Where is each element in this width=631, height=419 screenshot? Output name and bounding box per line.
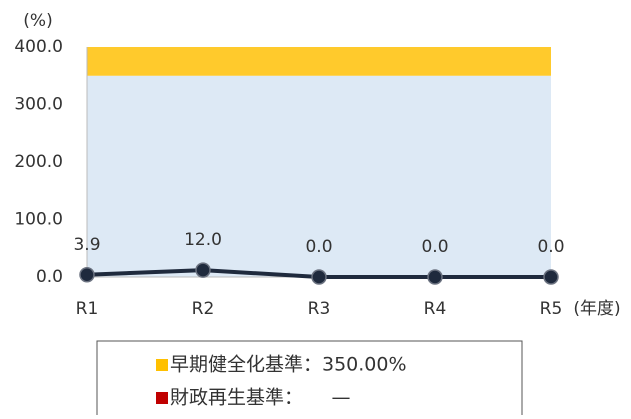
band bbox=[87, 75, 551, 277]
legend-swatch bbox=[156, 392, 168, 404]
legend-label: 財政再生基準： — bbox=[170, 387, 351, 409]
legend: 早期健全化基準：350.00% 財政再生基準： — bbox=[156, 354, 407, 409]
data-label: 3.9 bbox=[73, 235, 100, 255]
y-unit: (%) bbox=[23, 11, 52, 31]
data-label: 0.0 bbox=[537, 237, 564, 257]
data-label: 12.0 bbox=[184, 230, 222, 250]
x-tick-label: R2 bbox=[192, 299, 215, 319]
legend-swatch bbox=[156, 359, 168, 371]
legend-label: 早期健全化基準：350.00% bbox=[170, 354, 407, 376]
point bbox=[79, 267, 95, 283]
point bbox=[427, 269, 443, 285]
x-tick-label: R3 bbox=[308, 299, 331, 319]
x-tick-label: R4 bbox=[424, 299, 447, 319]
y-tick-label: 200.0 bbox=[14, 152, 63, 172]
x-unit: (年度) bbox=[573, 299, 620, 319]
y-tick-label: 300.0 bbox=[14, 95, 63, 115]
x-tick-label: R1 bbox=[76, 299, 99, 319]
point bbox=[543, 269, 559, 285]
x-tick-label: R5 bbox=[540, 299, 563, 319]
point bbox=[195, 262, 211, 278]
y-tick-label: 100.0 bbox=[14, 210, 63, 230]
band bbox=[87, 47, 551, 76]
data-label: 0.0 bbox=[421, 237, 448, 257]
bands bbox=[87, 47, 551, 277]
point bbox=[311, 269, 327, 285]
y-tick-label: 0.0 bbox=[36, 267, 63, 287]
legend-box bbox=[96, 340, 523, 419]
data-label: 0.0 bbox=[305, 237, 332, 257]
y-tick-label: 400.0 bbox=[14, 37, 63, 57]
